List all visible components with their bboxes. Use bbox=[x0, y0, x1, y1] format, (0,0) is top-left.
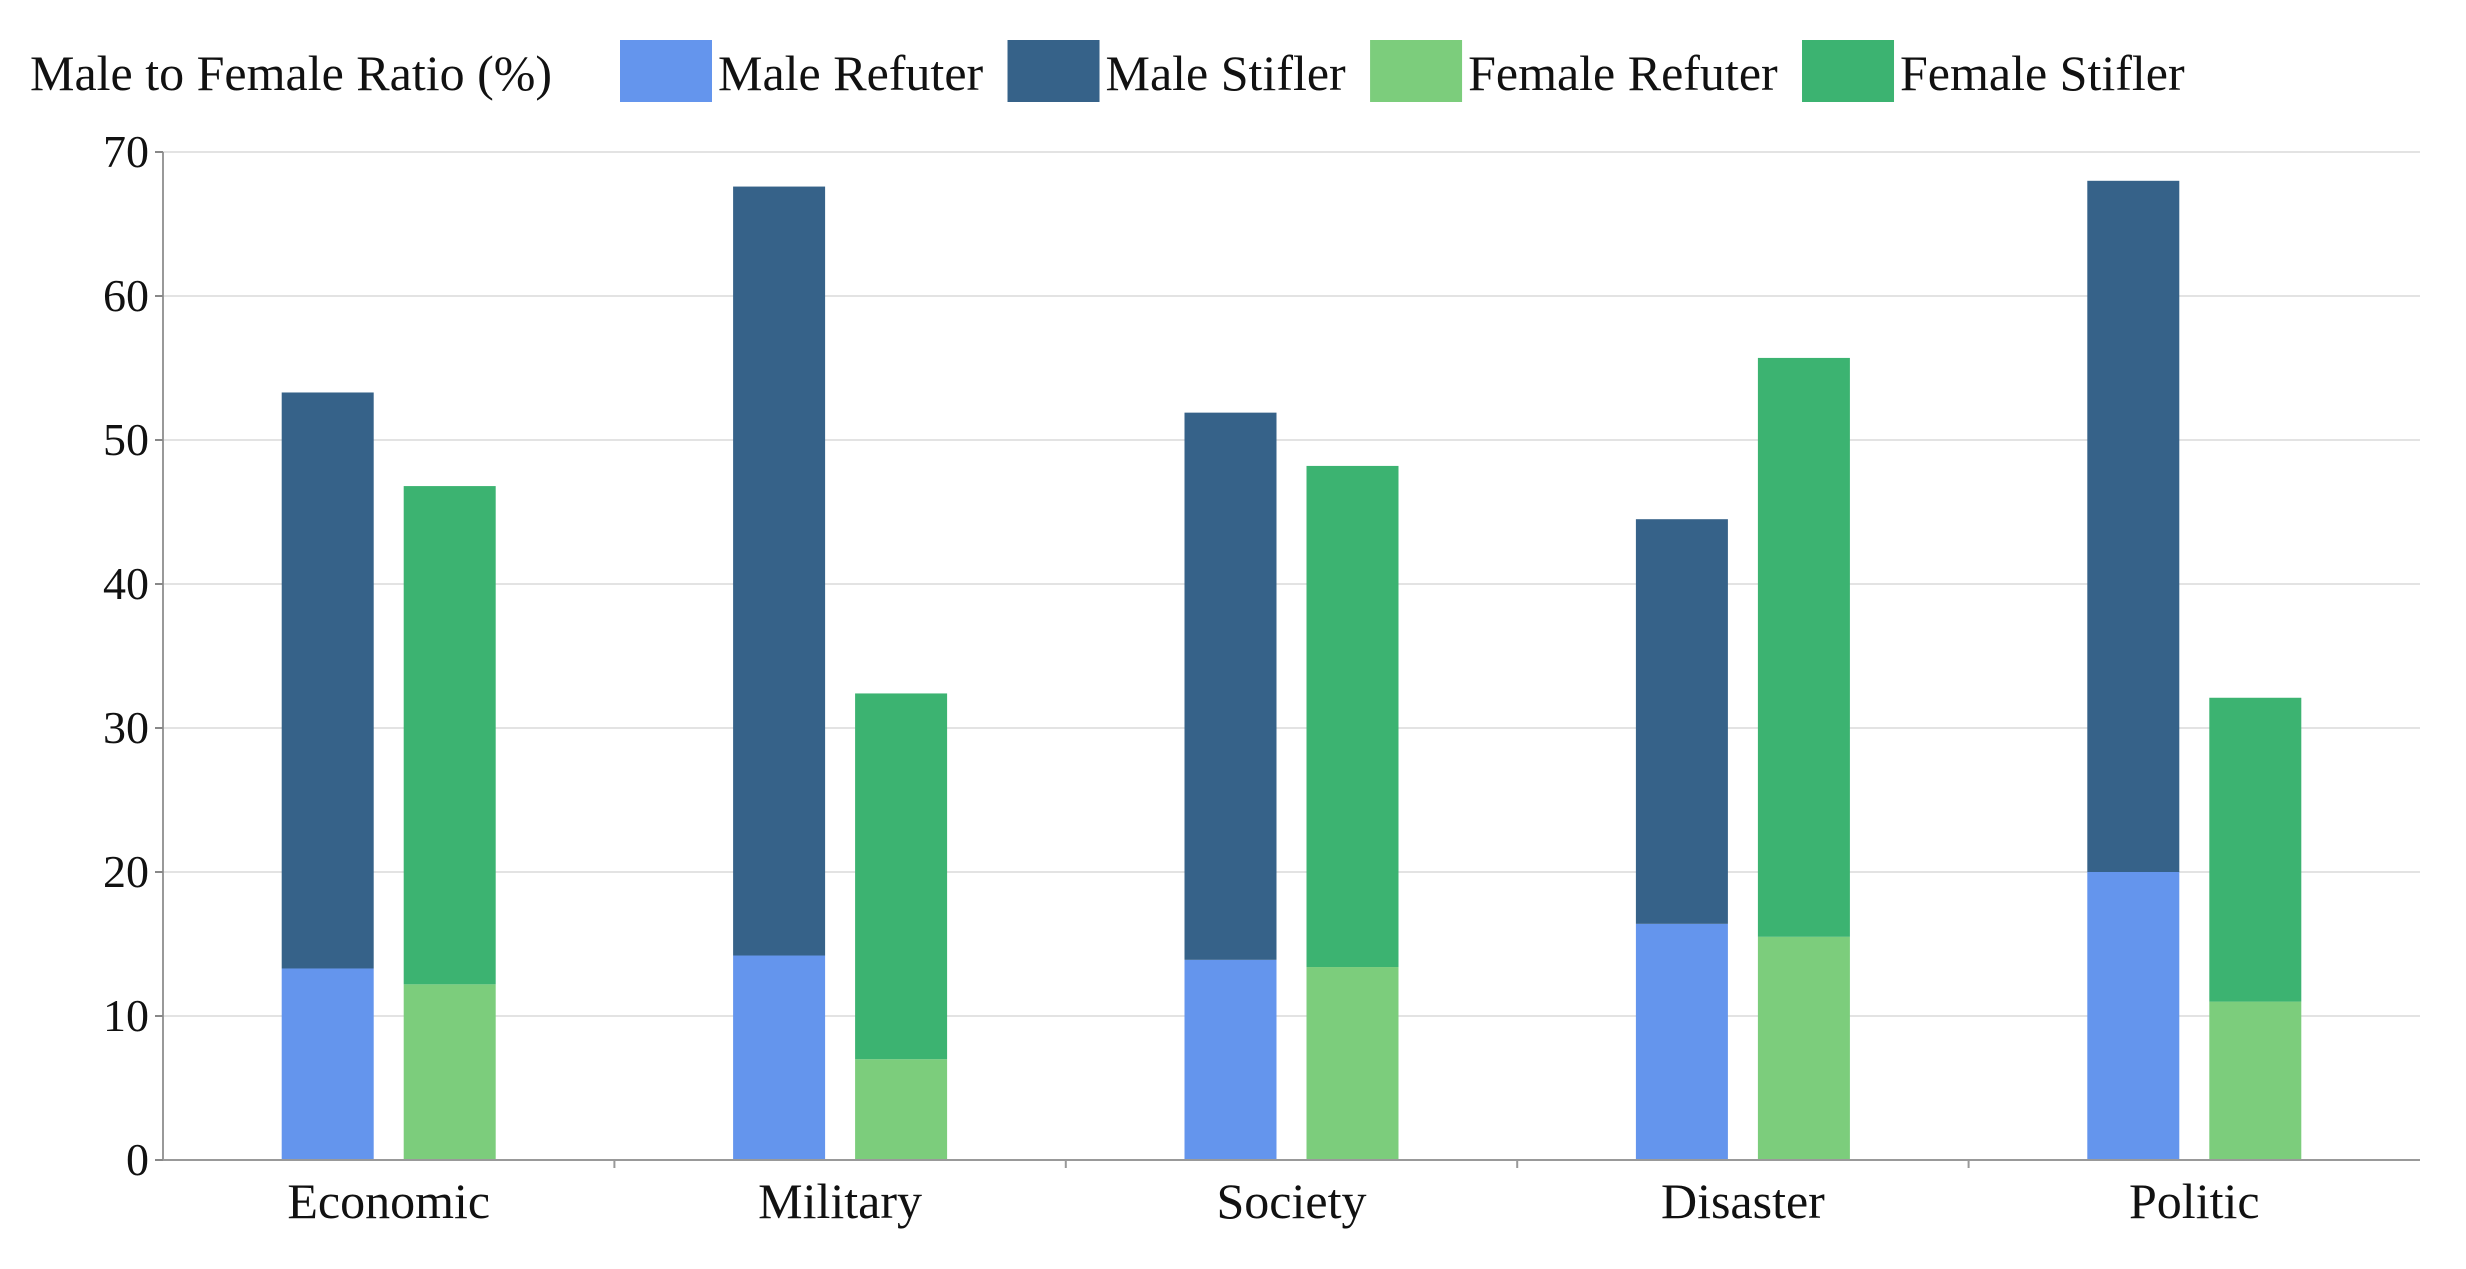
x-tick-label-military: Military bbox=[758, 1173, 922, 1229]
bar-economic-male-stifler bbox=[281, 392, 374, 969]
y-tick-label-70: 70 bbox=[103, 126, 149, 177]
bar-economic-female-stifler bbox=[403, 486, 496, 985]
bar-economic-female-refuter bbox=[403, 984, 496, 1160]
bar-military-male-stifler bbox=[733, 186, 826, 956]
y-tick-label-20: 20 bbox=[103, 846, 149, 897]
y-tick-label-0: 0 bbox=[126, 1134, 149, 1185]
legend-swatch-female-stifler bbox=[1802, 40, 1895, 102]
bar-society-female-stifler bbox=[1306, 465, 1399, 968]
y-tick-label-30: 30 bbox=[103, 702, 149, 753]
bar-society-male-stifler bbox=[1184, 412, 1277, 960]
bar-disaster-male-refuter bbox=[1635, 923, 1728, 1160]
legend-label-male-refuter: Male Refuter bbox=[718, 45, 984, 101]
bar-economic-male-refuter bbox=[281, 968, 374, 1160]
legend-swatch-female-refuter bbox=[1370, 40, 1463, 102]
chart-title: Male to Female Ratio (%) bbox=[30, 45, 552, 101]
bar-society-female-refuter bbox=[1306, 967, 1399, 1160]
legend-label-female-refuter: Female Refuter bbox=[1468, 45, 1778, 101]
bar-society-male-refuter bbox=[1184, 959, 1277, 1160]
x-tick-label-politic: Politic bbox=[2129, 1173, 2260, 1229]
bar-politic-female-refuter bbox=[2209, 1001, 2302, 1160]
bars bbox=[281, 180, 2302, 1160]
bar-politic-male-stifler bbox=[2087, 180, 2180, 873]
bar-politic-male-refuter bbox=[2087, 872, 2180, 1160]
bar-disaster-female-refuter bbox=[1757, 936, 1850, 1160]
y-tick-label-50: 50 bbox=[103, 414, 149, 465]
bar-disaster-female-stifler bbox=[1757, 357, 1850, 937]
legend: Male to Female Ratio (%) Male Refuter Mal… bbox=[30, 40, 2185, 102]
x-axis-ticks: Economic Military Society Disaster Politic bbox=[287, 1160, 2260, 1229]
x-tick-label-disaster: Disaster bbox=[1661, 1173, 1825, 1229]
y-tick-label-10: 10 bbox=[103, 990, 149, 1041]
bar-military-male-refuter bbox=[733, 955, 826, 1160]
legend-label-female-stifler: Female Stifler bbox=[1900, 45, 2185, 101]
legend-swatch-male-stifler bbox=[1007, 40, 1100, 102]
y-tick-label-40: 40 bbox=[103, 558, 149, 609]
gridlines bbox=[163, 151, 2420, 1017]
x-tick-label-economic: Economic bbox=[287, 1173, 490, 1229]
axes bbox=[162, 152, 2420, 1161]
legend-label-male-stifler: Male Stifler bbox=[1106, 45, 1347, 101]
y-tick-label-60: 60 bbox=[103, 270, 149, 321]
y-axis-ticks: 0 10 20 30 40 50 60 70 bbox=[103, 126, 163, 1185]
legend-swatch-male-refuter bbox=[620, 40, 712, 102]
bar-military-female-refuter bbox=[855, 1059, 948, 1160]
bar-disaster-male-stifler bbox=[1635, 519, 1728, 924]
bar-politic-female-stifler bbox=[2209, 697, 2302, 1002]
x-tick-label-society: Society bbox=[1217, 1173, 1367, 1229]
bar-military-female-stifler bbox=[855, 693, 948, 1060]
